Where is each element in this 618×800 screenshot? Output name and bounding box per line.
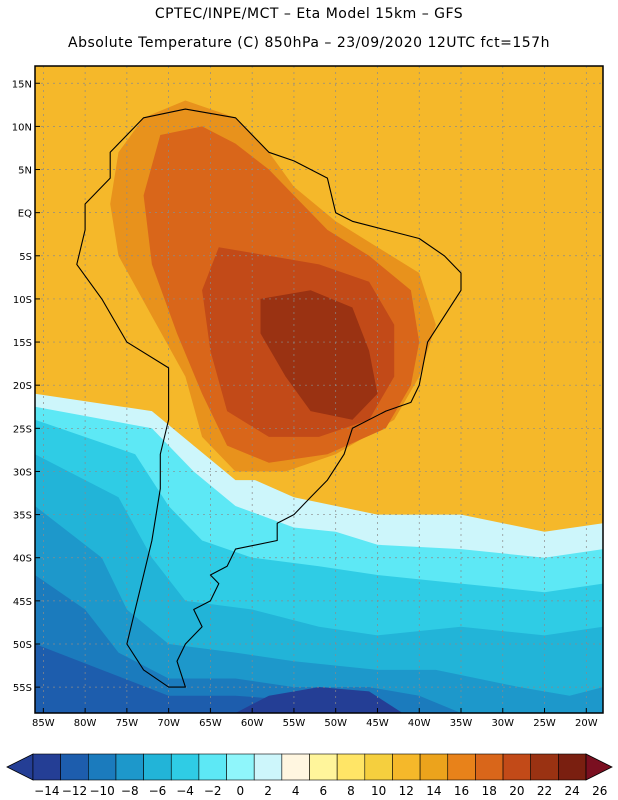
colorbar-label: 26 [592,784,607,798]
lon-tick-label: 80W [74,718,97,729]
colorbar-label: −6 [149,784,167,798]
temperature-band--6 [35,644,370,713]
lat-tick-label: 45S [13,597,32,608]
lon-tick-label: 40W [408,718,431,729]
lat-tick-label: 15N [12,79,32,90]
colorbar-swatch [226,753,255,781]
lat-tick-label: 50S [13,640,32,651]
temperature-band-26 [260,290,378,420]
colorbar-label: 10 [371,784,386,798]
lat-tick-label: 40S [13,554,32,565]
lat-tick-label: 55S [13,683,32,694]
lon-tick-label: 60W [241,718,264,729]
lon-tick-label: 45W [366,718,389,729]
colorbar-swatch [309,753,338,781]
colorbar-swatch [364,753,393,781]
colorbar-swatch [502,753,531,781]
lon-tick-label: 20W [575,718,598,729]
map-frame [34,65,604,714]
lat-tick-label: 15S [13,338,32,349]
lon-tick-label: 30W [491,718,514,729]
colorbar-swatch [143,753,172,781]
colorbar-label: 8 [347,784,355,798]
temperature-field [35,83,603,713]
colorbar-label: 24 [565,784,580,798]
latitude-axis: 15N 10N 5N EQ 5S 10S 15S 20S 25S 30S 35S 40S 45S 50S 5… [12,79,40,694]
colorbar-label: 2 [264,784,272,798]
temperature-band--8 [235,687,403,713]
lat-tick-label: 5S [19,252,32,263]
colorbar: −14 −12 −10 −8 −6 −4 −2 0 2 4 6 8 10 12 14 16 18 20 22 24 26… [6,753,613,798]
colorbar-label: −2 [204,784,222,798]
lon-tick-label: 25W [533,718,556,729]
lat-tick-label: 10N [12,122,32,133]
colorbar-label: 4 [292,784,300,798]
lon-tick-label: 55W [283,718,306,729]
colorbar-label: 16 [454,784,469,798]
lat-tick-label: 20S [13,381,32,392]
colorbar-swatch [447,753,476,781]
colorbar-label: −8 [121,784,139,798]
south-america-coastline [76,108,462,688]
colorbar-over-triangle [585,753,613,781]
lat-tick-label: 5N [18,166,32,177]
colorbar-swatch [558,753,587,781]
colorbar-label: 6 [320,784,328,798]
colorbar-label: 12 [399,784,414,798]
colorbar-label: −14 [34,784,59,798]
colorbar-label: 18 [482,784,497,798]
lon-tick-label: 70W [157,718,180,729]
graticule [35,66,603,713]
colorbar-label: 20 [509,784,524,798]
colorbar-swatch [475,753,504,781]
lon-tick-label: 65W [199,718,222,729]
lat-tick-label: 10S [13,295,32,306]
colorbar-swatch [60,753,89,781]
title-line-1: CPTEC/INPE/MCT – Eta Model 15km – GFS [154,6,464,22]
colorbar-label: 14 [426,784,441,798]
colorbar-swatch [115,753,144,781]
lon-tick-label: 75W [116,718,139,729]
colorbar-swatch [530,753,559,781]
colorbar-swatch [336,753,366,781]
longitude-axis: 85W 80W 75W 70W 65W 60W 55W 50W 45W 40W 35W 30W 25W 2… [32,708,598,729]
colorbar-label: 22 [537,784,552,798]
colorbar-under-triangle [6,753,34,781]
lon-tick-label: 35W [450,718,473,729]
colorbar-label: 0 [237,784,245,798]
lat-tick-label: 30S [13,467,32,478]
colorbar-swatch [392,753,421,781]
colorbar-label: −10 [89,784,114,798]
temperature-band--4 [35,575,461,713]
colorbar-swatch [253,753,283,781]
coastline [76,108,462,688]
lon-tick-label: 50W [324,718,347,729]
colorbar-swatch [170,753,200,781]
colorbar-label: −4 [176,784,194,798]
title-line-2: Absolute Temperature (C) 850hPa – 23/09/… [68,35,550,51]
colorbar-swatch [281,753,310,781]
lat-tick-label: 35S [13,511,32,522]
lon-tick-label: 85W [32,718,55,729]
colorbar-swatch [32,753,61,781]
colorbar-swatch [419,753,449,781]
colorbar-swatch [198,753,227,781]
lat-tick-label: 25S [13,424,32,435]
lat-tick-label: EQ [18,209,32,220]
colorbar-swatch [88,753,117,781]
colorbar-label: −12 [62,784,87,798]
